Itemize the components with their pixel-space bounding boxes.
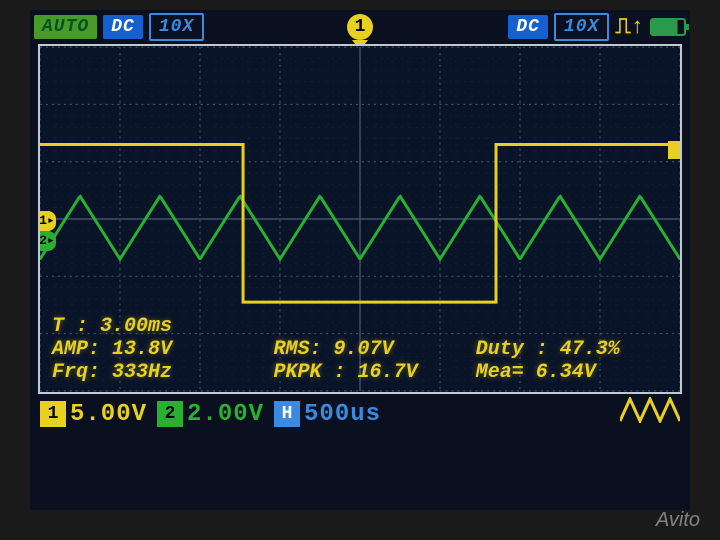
ch1-zero-marker[interactable]: 1▸ [38, 211, 56, 231]
meas-duty: Duty : 47.3% [476, 338, 668, 361]
ch2-vdiv[interactable]: 2 2.00V [157, 401, 264, 428]
trigger-edge-icon[interactable]: ⎍↑ [615, 15, 644, 40]
ch1-probe-badge[interactable]: 10X [149, 13, 204, 41]
ch2-zero-marker[interactable]: 2▸ [38, 231, 56, 251]
meas-amplitude: AMP: 13.8V [52, 338, 263, 361]
waveform-type-icon[interactable] [620, 397, 680, 432]
ch2-number-badge: 2 [157, 401, 183, 427]
watermark: Avito [656, 509, 700, 532]
meas-pkpk: PKPK : 16.7V [273, 361, 465, 384]
top-status-bar: AUTO DC 10X 1 DC 10X ⎍↑ [30, 10, 690, 44]
ch2-probe-badge[interactable]: 10X [554, 13, 609, 41]
oscilloscope-screen: AUTO DC 10X 1 DC 10X ⎍↑ 1▸ 2▸ T : 3.00ms… [30, 10, 690, 510]
timebase-badge: H [274, 401, 300, 427]
ch1-vdiv-value: 5.00V [70, 401, 147, 428]
timebase-value: 500us [304, 401, 381, 428]
trigger-channel-label: 1 [355, 17, 366, 37]
waveform-display[interactable]: 1▸ 2▸ T : 3.00ms AMP: 13.8V RMS: 9.07V D… [38, 44, 682, 394]
trigger-level-marker[interactable] [668, 141, 682, 159]
ch1-coupling-badge[interactable]: DC [103, 15, 143, 39]
battery-icon [650, 18, 686, 36]
ch1-number-badge: 1 [40, 401, 66, 427]
meas-frequency: Frq: 333Hz [52, 361, 263, 384]
ch1-vdiv[interactable]: 1 5.00V [40, 401, 147, 428]
meas-time-cursor: T : 3.00ms [52, 315, 263, 338]
acquisition-mode-badge[interactable]: AUTO [34, 15, 97, 39]
meas-mean: Mea= 6.34V [476, 361, 668, 384]
bottom-status-bar: 1 5.00V 2 2.00V H 500us [30, 394, 690, 434]
timebase[interactable]: H 500us [274, 401, 381, 428]
measurement-overlay: T : 3.00ms AMP: 13.8V RMS: 9.07V Duty : … [40, 311, 680, 388]
ch2-vdiv-value: 2.00V [187, 401, 264, 428]
trigger-position-marker[interactable]: 1 [347, 14, 373, 40]
meas-rms: RMS: 9.07V [273, 338, 465, 361]
ch2-coupling-badge[interactable]: DC [508, 15, 548, 39]
